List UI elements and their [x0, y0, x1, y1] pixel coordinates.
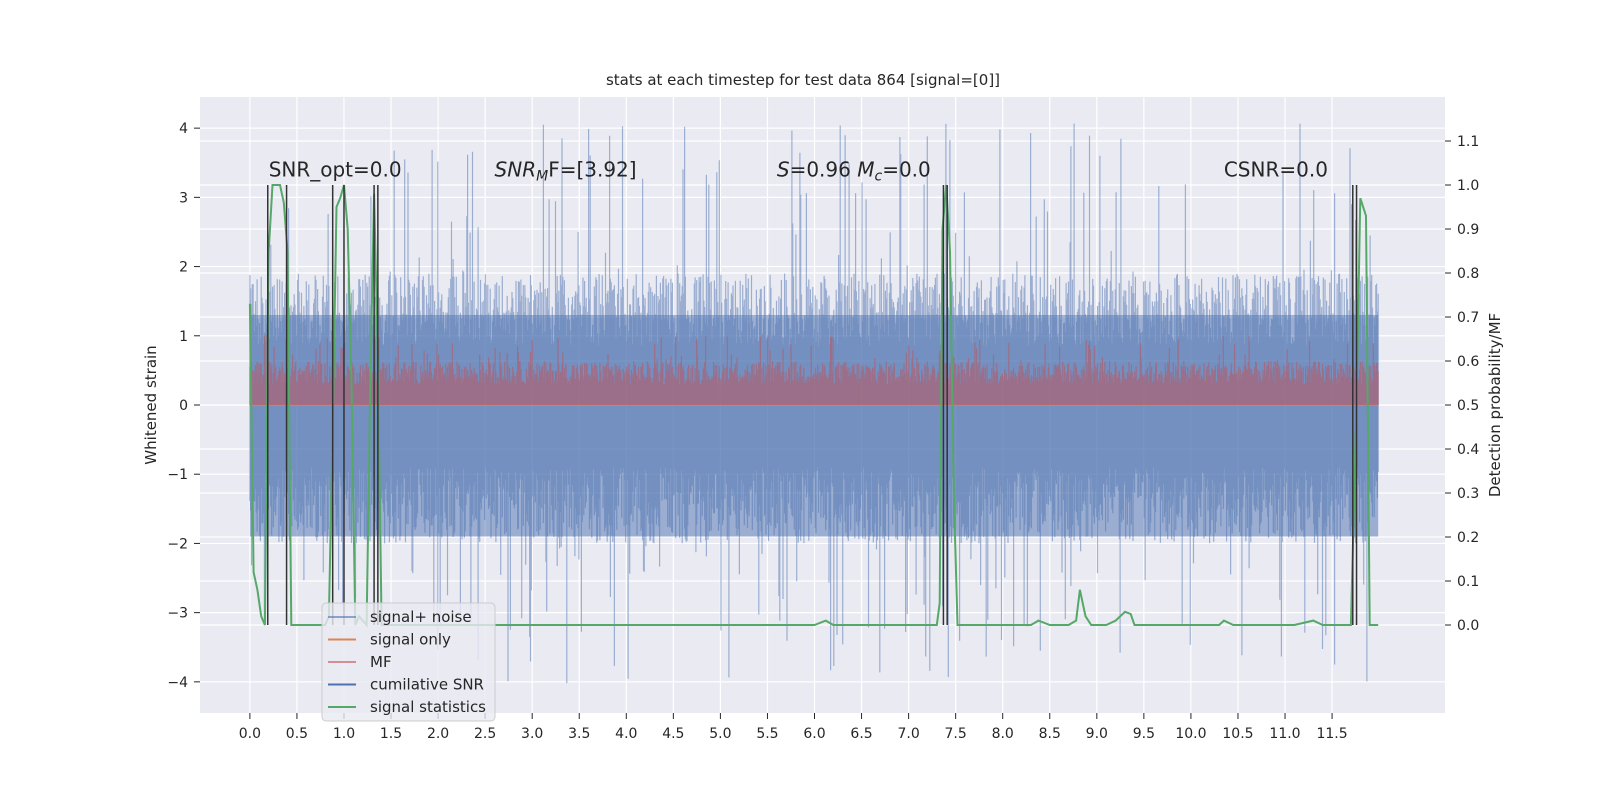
y-tick-label: 1	[179, 329, 188, 345]
y-tick-label: 0	[179, 398, 188, 414]
y2-tick-label: 0.3	[1457, 486, 1479, 502]
y2-tick-label: 0.2	[1457, 530, 1479, 546]
x-tick-label: 8.5	[1039, 726, 1061, 742]
annotation-text: SNR_opt=0.0	[269, 158, 402, 182]
mf-series	[249, 334, 1379, 405]
signal-plus-noise-series	[249, 123, 1379, 684]
legend: signal+ noise signal only MF cumilative SNR…	[321, 602, 496, 722]
legend-label: signal+ noise	[370, 608, 472, 626]
y2-tick-label: 0.4	[1457, 442, 1479, 458]
x-tick-label: 8.0	[992, 726, 1014, 742]
x-tick-label: 4.5	[662, 726, 684, 742]
x-tick-label: 9.0	[1086, 726, 1108, 742]
x-tick-label: 10.5	[1222, 726, 1253, 742]
signal-statistics-line	[248, 184, 1379, 628]
y2-tick-label: 0.7	[1457, 310, 1479, 326]
y-axis-right: 1.1 1.0 0.9 0.8 0.7 0.6 0.5 0.4 0.3 0.2 0.1 0.0	[1445, 134, 1479, 634]
y2-tick-label: 0.9	[1457, 222, 1479, 238]
annotation-text: SNRMF=[3.92]	[495, 158, 637, 185]
x-tick-label: 1.5	[380, 726, 402, 742]
x-tick-label: 10.0	[1175, 726, 1206, 742]
y2-tick-label: 0.1	[1457, 574, 1479, 590]
y-tick-label: −4	[167, 675, 188, 691]
y2-tick-label: 1.1	[1457, 134, 1479, 150]
x-tick-label: 11.5	[1316, 726, 1347, 742]
x-tick-label: 7.5	[945, 726, 967, 742]
legend-label: signal only	[370, 631, 451, 649]
x-tick-label: 2.0	[427, 726, 449, 742]
y-axis-label: Whitened strain	[142, 345, 160, 464]
detection-markers	[267, 185, 1358, 625]
x-tick-label: 2.5	[474, 726, 496, 742]
x-tick-label: 1.0	[333, 726, 355, 742]
y2-tick-label: 0.5	[1457, 398, 1479, 414]
annotation-text: S=0.96 Mc=0.0	[777, 158, 931, 185]
x-axis: 0.0 0.5 1.0 1.5 2.0 2.5 3.0 3.5 4.0 4.5 5.0 5.5 6.0 6…	[239, 713, 1348, 742]
chart-title: stats at each timestep for test data 864…	[606, 71, 1000, 89]
y2-tick-label: 0.0	[1457, 618, 1479, 634]
y-tick-label: −1	[167, 467, 188, 483]
signal-statistics-series	[248, 184, 1379, 628]
x-tick-label: 5.0	[709, 726, 731, 742]
x-tick-label: 9.5	[1133, 726, 1155, 742]
x-tick-label: 4.0	[615, 726, 637, 742]
x-tick-label: 6.5	[850, 726, 872, 742]
x-tick-label: 3.0	[521, 726, 543, 742]
x-tick-label: 0.0	[239, 726, 261, 742]
x-tick-label: 3.5	[568, 726, 590, 742]
x-tick-label: 5.5	[756, 726, 778, 742]
y-tick-label: 4	[179, 121, 188, 137]
x-tick-label: 11.0	[1269, 726, 1300, 742]
annotation-text: CSNR=0.0	[1224, 158, 1328, 182]
y2-tick-label: 1.0	[1457, 178, 1479, 194]
y-tick-label: 2	[179, 260, 188, 276]
y2-tick-label: 0.8	[1457, 266, 1479, 282]
y-tick-label: −2	[167, 536, 188, 552]
annotations: SNR_opt=0.0 SNRMF=[3.92] S=0.96 Mc=0.0 CSNR…	[269, 158, 1328, 185]
x-tick-label: 7.0	[897, 726, 919, 742]
x-tick-label: 6.0	[803, 726, 825, 742]
legend-label: signal statistics	[370, 698, 486, 716]
y2-axis-label: Detection probability/MF	[1486, 313, 1504, 497]
legend-label: MF	[370, 653, 392, 671]
y2-tick-label: 0.6	[1457, 354, 1479, 370]
legend-label: cumilative SNR	[370, 676, 484, 694]
legend-box	[321, 602, 496, 722]
x-tick-label: 0.5	[286, 726, 308, 742]
mf-line	[249, 334, 1379, 405]
y-tick-label: 3	[179, 190, 188, 206]
y-axis-left: 4 3 2 1 0 −1 −2 −3 −4	[167, 121, 200, 691]
y-tick-label: −3	[167, 606, 188, 622]
